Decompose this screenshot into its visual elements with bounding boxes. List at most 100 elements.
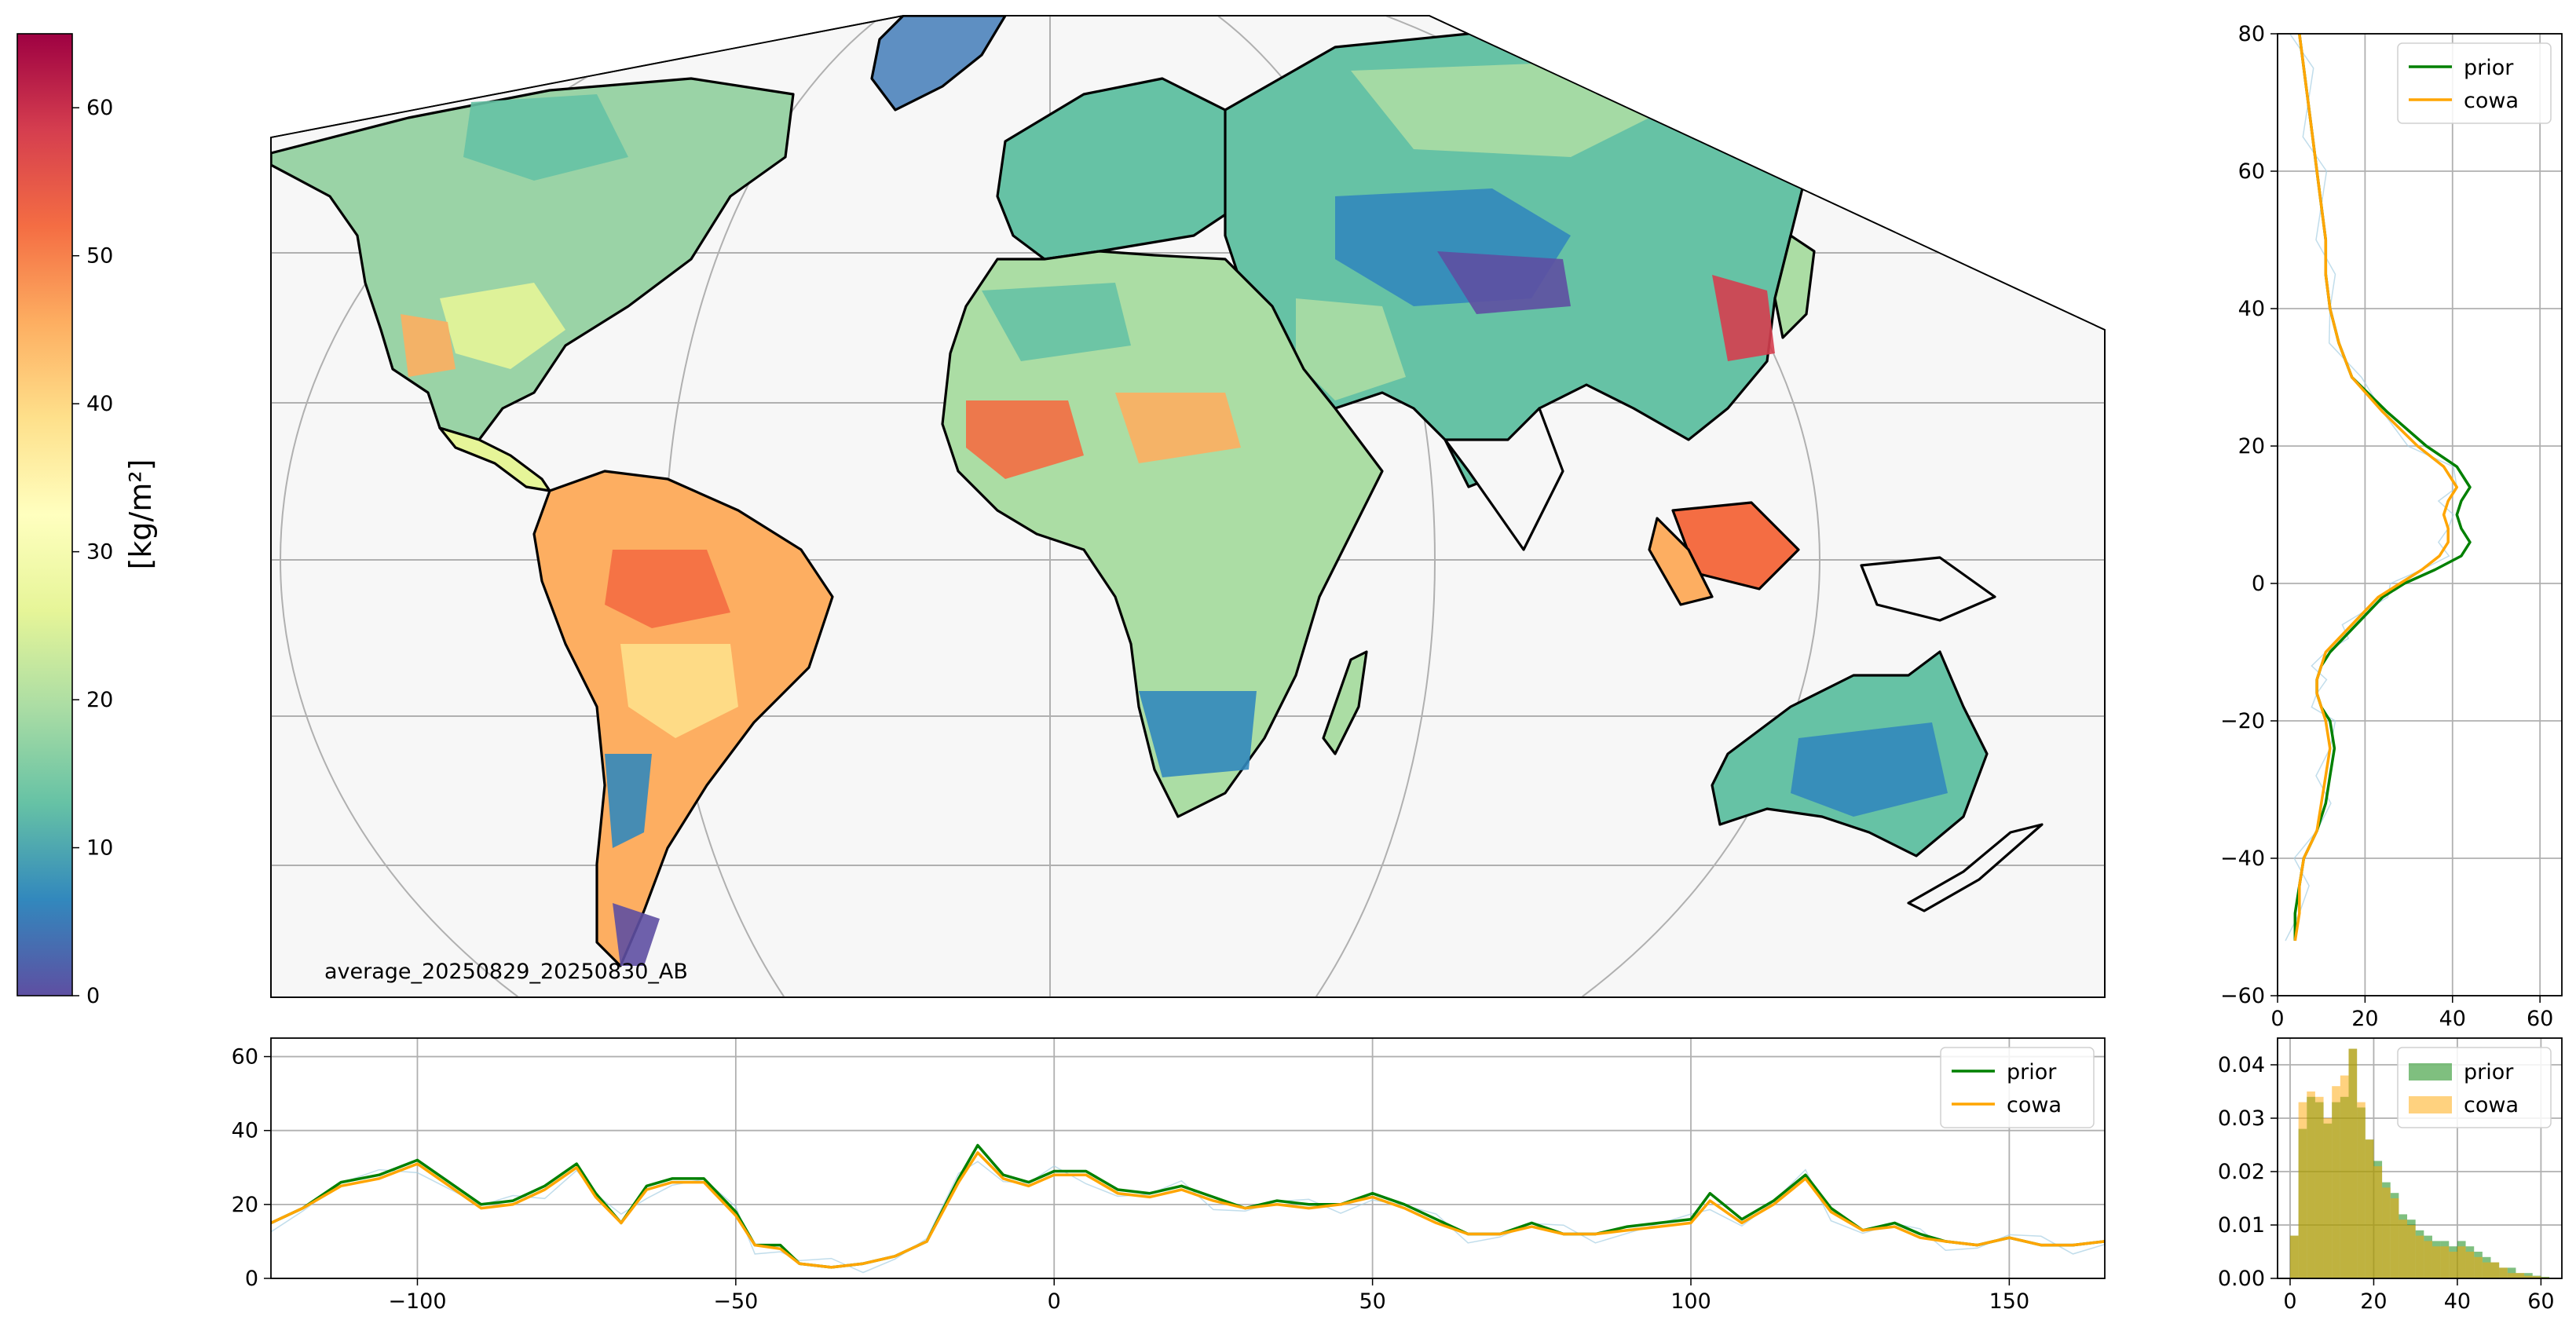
hist-bar-cowa bbox=[2340, 1075, 2349, 1278]
y-tick-label: −20 bbox=[2220, 709, 2265, 733]
data-patch bbox=[1712, 275, 1775, 361]
hist-bar-cowa bbox=[2373, 1166, 2383, 1278]
hist-bar-cowa bbox=[2407, 1225, 2416, 1278]
legend-label: prior bbox=[2007, 1060, 2057, 1084]
hist-bar-cowa bbox=[2424, 1241, 2432, 1278]
hist-bar-cowa bbox=[2431, 1246, 2441, 1278]
colorbar-tick-label: 60 bbox=[86, 96, 113, 120]
colorbar-tick-label: 40 bbox=[86, 392, 113, 416]
legend-swatch bbox=[2409, 1063, 2452, 1081]
y-tick-label: 0.04 bbox=[2218, 1053, 2265, 1077]
data-patch bbox=[605, 754, 652, 848]
hist-bar-cowa bbox=[2516, 1273, 2525, 1278]
axes-frame bbox=[2277, 1037, 2563, 1279]
hist-bar-cowa bbox=[2382, 1187, 2391, 1278]
colorbar-label: [kg/m²] bbox=[123, 459, 158, 570]
data-patch bbox=[440, 283, 565, 369]
y-tick-label: 0.00 bbox=[2218, 1267, 2265, 1291]
hist-bar-cowa bbox=[2365, 1139, 2374, 1278]
data-patch bbox=[1791, 722, 1948, 817]
colorbar-tick-label: 30 bbox=[86, 540, 113, 565]
landmass-greenland bbox=[870, 16, 1007, 112]
landmass-north-america bbox=[271, 77, 795, 441]
meridian-ellipse bbox=[280, 16, 1820, 997]
y-tick-label: 0 bbox=[2252, 572, 2265, 596]
y-tick-label: 60 bbox=[232, 1045, 258, 1070]
colorbar-gradient bbox=[16, 33, 73, 996]
data-patch bbox=[1351, 63, 1649, 157]
colorbar-tick-label: 20 bbox=[86, 688, 113, 712]
y-tick-label: 60 bbox=[2238, 159, 2265, 184]
hist-bar-cowa bbox=[2415, 1235, 2424, 1278]
colorbar-tick-label: 10 bbox=[86, 836, 113, 861]
x-tick-label: −50 bbox=[713, 1289, 758, 1314]
hist-bar-cowa bbox=[2449, 1252, 2457, 1278]
histogram-panel: 0 20 40 60 0.00 0.01 0.02 0.03 0.04 prior cowa bbox=[2218, 1037, 2563, 1314]
hist-bar-cowa bbox=[2440, 1246, 2450, 1278]
x-tick-label: 100 bbox=[1670, 1289, 1711, 1314]
y-tick-label: −40 bbox=[2220, 847, 2265, 871]
data-patch bbox=[620, 644, 738, 738]
landmass-europe bbox=[996, 77, 1258, 261]
colorbar-tick-label: 0 bbox=[86, 984, 100, 1008]
legend-label: prior bbox=[2464, 56, 2514, 80]
colorbar-tick-label: 50 bbox=[86, 244, 113, 269]
y-tick-label: 0.02 bbox=[2218, 1160, 2265, 1184]
data-patch bbox=[605, 550, 730, 628]
legend-swatch bbox=[2409, 1096, 2452, 1113]
hist-bar-cowa bbox=[2474, 1256, 2483, 1278]
hist-bar-cowa bbox=[2298, 1102, 2307, 1278]
axes-background bbox=[271, 1038, 2105, 1278]
series-line-cowa bbox=[270, 1151, 2106, 1269]
landmass-madagascar bbox=[1322, 650, 1368, 755]
x-tick-label: 20 bbox=[2351, 1007, 2378, 1031]
x-tick-label: 60 bbox=[2527, 1289, 2554, 1314]
landmass-japan bbox=[1773, 234, 1816, 339]
x-tick-label: 40 bbox=[2439, 1007, 2466, 1031]
hist-bar-cowa bbox=[2332, 1086, 2340, 1278]
hist-bar-cowa bbox=[2289, 1235, 2299, 1278]
landmass-sumatra bbox=[1648, 517, 1714, 606]
hist-bar-cowa bbox=[2314, 1096, 2324, 1278]
y-tick-label: 40 bbox=[2238, 297, 2265, 321]
hist-bar-cowa bbox=[2348, 1048, 2358, 1278]
hist-bar-cowa bbox=[2357, 1102, 2366, 1278]
y-tick-label: 0.01 bbox=[2218, 1213, 2265, 1238]
hist-bar-cowa bbox=[2307, 1091, 2315, 1278]
x-tick-label: 40 bbox=[2444, 1289, 2471, 1314]
landmass-new-zealand bbox=[1907, 823, 2044, 912]
data-patch bbox=[1437, 251, 1571, 314]
hist-bar-cowa bbox=[2482, 1262, 2491, 1278]
longitude-profile-panel: −100 −50 0 50 100 150 0 20 40 60 prior cowa bbox=[232, 1037, 2106, 1314]
hist-bar-cowa bbox=[2524, 1275, 2533, 1278]
axes-background bbox=[2278, 34, 2562, 996]
legend-label: prior bbox=[2464, 1060, 2514, 1084]
legend-label: cowa bbox=[2464, 1093, 2519, 1117]
y-tick-label: 20 bbox=[2238, 434, 2265, 459]
series-line-cowa bbox=[2293, 33, 2459, 942]
colorbar-ticks: 0 10 20 30 40 50 60 bbox=[72, 96, 113, 1008]
hist-bar-cowa bbox=[2323, 1118, 2333, 1278]
axes-frame bbox=[270, 1037, 2106, 1279]
data-patch bbox=[1115, 393, 1241, 463]
hist-bar-cowa bbox=[2399, 1219, 2408, 1278]
x-tick-label: 0 bbox=[1048, 1289, 1061, 1314]
colorbar: 0 10 20 30 40 50 60 [kg/m²] bbox=[16, 33, 158, 1008]
legend-label: cowa bbox=[2464, 89, 2519, 113]
y-tick-label: 0.03 bbox=[2218, 1106, 2265, 1131]
y-tick-label: 0 bbox=[245, 1267, 258, 1291]
axes-frame bbox=[2277, 33, 2563, 996]
x-tick-label: 50 bbox=[1359, 1289, 1385, 1314]
x-tick-label: 0 bbox=[2270, 1007, 2284, 1031]
data-patch bbox=[613, 903, 660, 966]
x-tick-label: 150 bbox=[1989, 1289, 2030, 1314]
land-data bbox=[271, 16, 2044, 967]
data-patch bbox=[401, 314, 456, 377]
hist-bar-cowa bbox=[2499, 1267, 2508, 1278]
series-line-prior bbox=[270, 1143, 2106, 1269]
world-map: average_20250829_20250830_AB bbox=[270, 15, 2106, 998]
x-tick-label: 60 bbox=[2527, 1007, 2553, 1031]
hist-bar-cowa bbox=[2390, 1198, 2399, 1278]
x-tick-label: −100 bbox=[388, 1289, 446, 1314]
